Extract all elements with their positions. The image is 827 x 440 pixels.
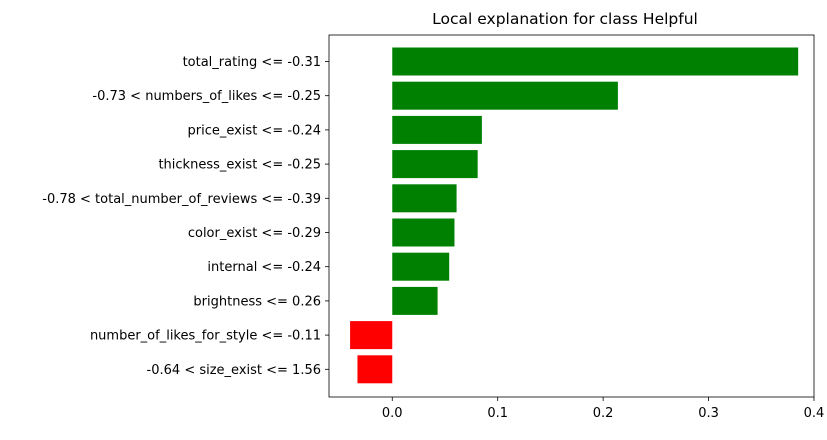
- x-tick-label: 0.4: [804, 406, 825, 421]
- bar-9: [357, 355, 393, 384]
- y-tick-label: number_of_likes_for_style <= -0.11: [90, 329, 321, 344]
- y-tick-label: -0.73 < numbers_of_likes <= -0.25: [92, 89, 321, 104]
- y-tick-label: internal <= -0.24: [207, 260, 321, 275]
- y-tick-label: total_rating <= -0.31: [183, 55, 321, 70]
- y-tick-label: thickness_exist <= -0.25: [158, 158, 321, 173]
- plot-frame: [328, 34, 815, 398]
- bar-1: [392, 81, 618, 110]
- chart-title: Local explanation for class Helpful: [432, 10, 698, 28]
- y-tick-label: price_exist <= -0.24: [188, 123, 322, 138]
- bar-4: [392, 184, 457, 213]
- x-tick-label: 0.3: [698, 406, 719, 421]
- y-tick-label: -0.78 < total_number_of_reviews <= -0.39: [42, 192, 321, 207]
- x-tick-labels: 0.0 0.1 0.2 0.3 0.4: [382, 397, 824, 421]
- y-tick-label: -0.64 < size_exist <= 1.56: [147, 363, 321, 378]
- x-tick-label: 0.1: [487, 406, 508, 421]
- bars-group: [350, 47, 799, 384]
- bar-3: [392, 150, 478, 179]
- x-tick-label: 0.0: [382, 406, 403, 421]
- bar-2: [392, 115, 482, 144]
- y-tick-labels: total_rating <= -0.31 -0.73 < numbers_of_…: [42, 55, 329, 378]
- bar-6: [392, 252, 450, 281]
- x-tick-label: 0.2: [593, 406, 614, 421]
- bar-8: [350, 321, 393, 350]
- y-tick-label: brightness <= 0.26: [193, 294, 321, 309]
- bar-0: [392, 47, 799, 76]
- y-tick-label: color_exist <= -0.29: [188, 226, 321, 241]
- bar-7: [392, 286, 438, 315]
- bar-5: [392, 218, 455, 247]
